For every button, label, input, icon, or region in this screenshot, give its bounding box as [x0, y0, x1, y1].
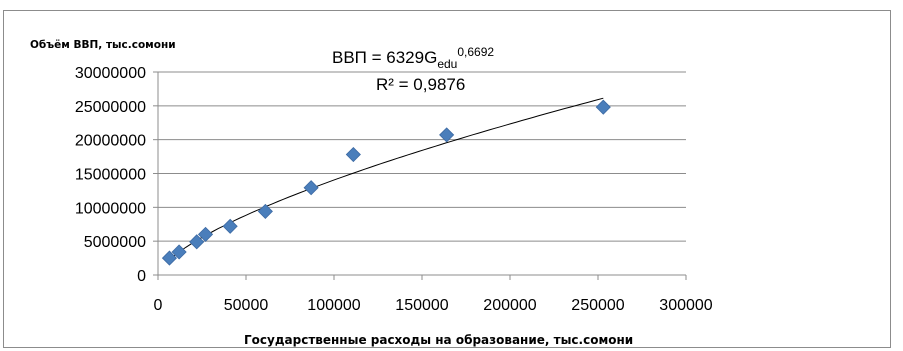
data-point — [197, 226, 214, 242]
equation-lhs: ВВП = 6329G — [332, 48, 437, 67]
x-tick-label: 150000 — [395, 297, 448, 314]
y-tick-label: 20000000 — [75, 133, 146, 150]
tick-labels: 0 5000000 10000000 15000000 20000000 25000000… — [75, 65, 713, 314]
data-point — [595, 99, 611, 115]
x-tick-label: 300000 — [659, 297, 712, 314]
data-point — [345, 146, 361, 163]
data-point — [439, 127, 455, 143]
chart-frame — [3, 10, 891, 348]
y-tick-label: 0 — [137, 268, 146, 285]
trendline — [169, 97, 604, 261]
y-tick-label: 15000000 — [75, 167, 146, 184]
data-point — [303, 180, 319, 196]
x-axis-label: Государственные расходы на образование, … — [244, 333, 633, 347]
data-point — [222, 218, 238, 234]
data-point — [257, 203, 273, 219]
r-squared: R² = 0,9876 — [376, 75, 465, 94]
data-point — [161, 250, 178, 266]
data-point — [171, 244, 187, 260]
x-tick-label: 50000 — [224, 297, 269, 314]
data-point — [189, 234, 205, 250]
equation-subscript: edu — [437, 57, 457, 71]
y-axis-label: Объём ВВП, тыс.сомони — [30, 39, 176, 51]
y-tick-label: 30000000 — [75, 65, 146, 82]
trendline-equation: ВВП = 6329Gedu0,6692 — [332, 45, 494, 71]
x-tick-label: 100000 — [307, 297, 360, 314]
axis-layer — [153, 71, 687, 280]
y-tick-label: 10000000 — [75, 200, 146, 217]
y-tick-label: 25000000 — [75, 99, 146, 116]
y-tick-label: 5000000 — [84, 234, 146, 251]
x-tick-label: 200000 — [483, 297, 536, 314]
data-points — [161, 99, 611, 266]
x-tick-label: 0 — [154, 297, 163, 314]
x-tick-label: 250000 — [571, 297, 624, 314]
grid-layer — [158, 71, 686, 242]
equation-superscript: 0,6692 — [457, 45, 494, 59]
